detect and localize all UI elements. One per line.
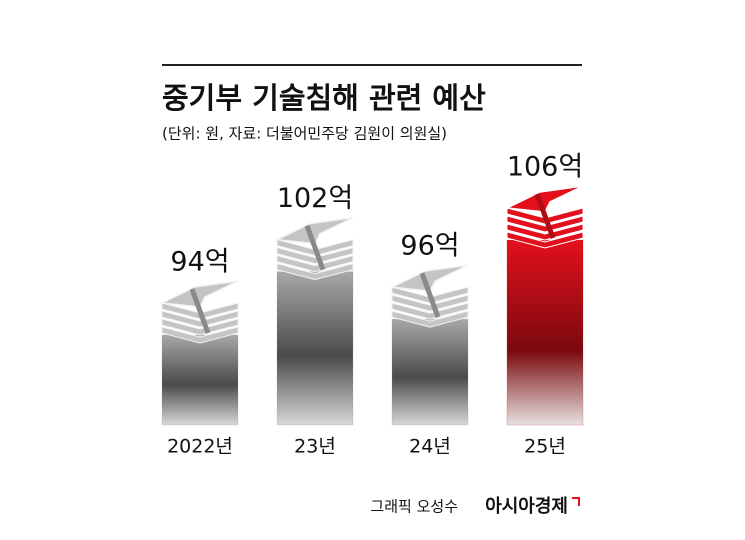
chart-title: 중기부 기술침해 관련 예산 (162, 81, 486, 115)
money-band (189, 288, 211, 334)
money-top (159, 280, 239, 308)
money-layer (161, 326, 239, 344)
value-label: 106억 (507, 152, 583, 183)
bar (391, 318, 469, 426)
money-layer (276, 247, 354, 265)
money-layer (161, 310, 239, 328)
money-layer (506, 231, 584, 249)
money-band (304, 224, 326, 271)
money-layer (391, 294, 469, 312)
money-band (534, 193, 556, 239)
money-layer (506, 215, 584, 233)
money-layer (276, 263, 354, 281)
money-layer (161, 318, 239, 336)
money-top (274, 216, 354, 245)
money-top (504, 185, 584, 213)
money-layer (276, 255, 354, 273)
x-tick-label: 25년 (524, 436, 566, 458)
chart-subtitle: (단위: 원, 자료: 더불어민주당 김원이 의원실) (162, 125, 447, 143)
bar (161, 334, 239, 426)
x-tick-label: 2022년 (167, 436, 233, 458)
bar (506, 239, 584, 426)
money-layer (391, 310, 469, 328)
source: 아시아경제 (485, 496, 568, 517)
bar (276, 271, 354, 426)
credit: 그래픽 오성수 (370, 498, 458, 516)
money-top (389, 264, 469, 292)
source-mark (572, 497, 580, 506)
money-band (419, 272, 441, 319)
money-layer (506, 223, 584, 241)
x-tick-label: 24년 (409, 436, 451, 458)
value-label: 102억 (277, 183, 353, 214)
x-tick-label: 23년 (294, 436, 336, 458)
value-label: 96억 (400, 231, 459, 262)
money-layer (391, 302, 469, 320)
value-label: 94억 (170, 247, 229, 278)
